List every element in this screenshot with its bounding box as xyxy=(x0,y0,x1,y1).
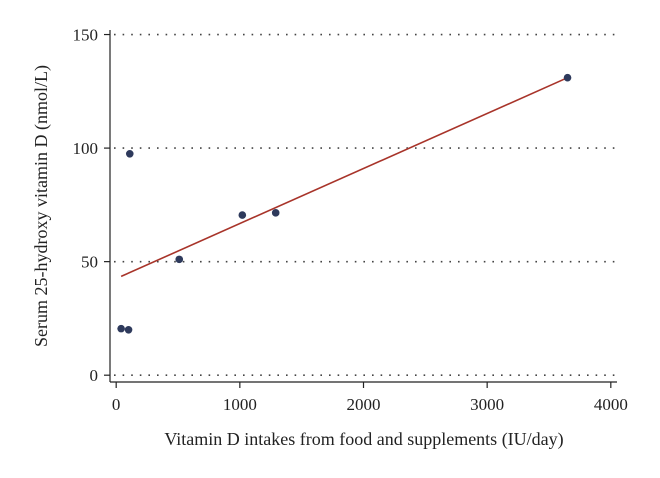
y-tick-label: 100 xyxy=(73,139,99,158)
data-point xyxy=(271,209,280,217)
regression-line xyxy=(120,76,568,278)
data-points xyxy=(117,73,572,334)
data-point xyxy=(124,325,133,334)
x-tick-label: 2000 xyxy=(347,395,381,414)
gridlines xyxy=(114,33,617,376)
fit-line-group xyxy=(120,76,568,278)
data-point xyxy=(238,211,247,219)
x-tick-label: 3000 xyxy=(470,395,504,414)
y-tick-label: 150 xyxy=(73,26,99,45)
y-axis-label: Serum 25-hydroxy vitamin D (nmol/L) xyxy=(31,65,52,347)
ticks: 0 50 100 150 0 1000 2000 3000 4000 xyxy=(73,26,628,414)
data-point xyxy=(563,73,572,82)
x-tick-label: 0 xyxy=(112,395,121,414)
y-tick-label: 50 xyxy=(81,253,98,272)
x-tick-label: 4000 xyxy=(594,395,628,414)
axes xyxy=(109,30,617,383)
y-tick-label: 0 xyxy=(90,366,99,385)
data-point xyxy=(175,255,184,264)
x-axis-label: Vitamin D intakes from food and suppleme… xyxy=(164,429,563,450)
data-point xyxy=(125,149,134,158)
x-tick-label: 1000 xyxy=(223,395,257,414)
data-point xyxy=(117,324,125,333)
